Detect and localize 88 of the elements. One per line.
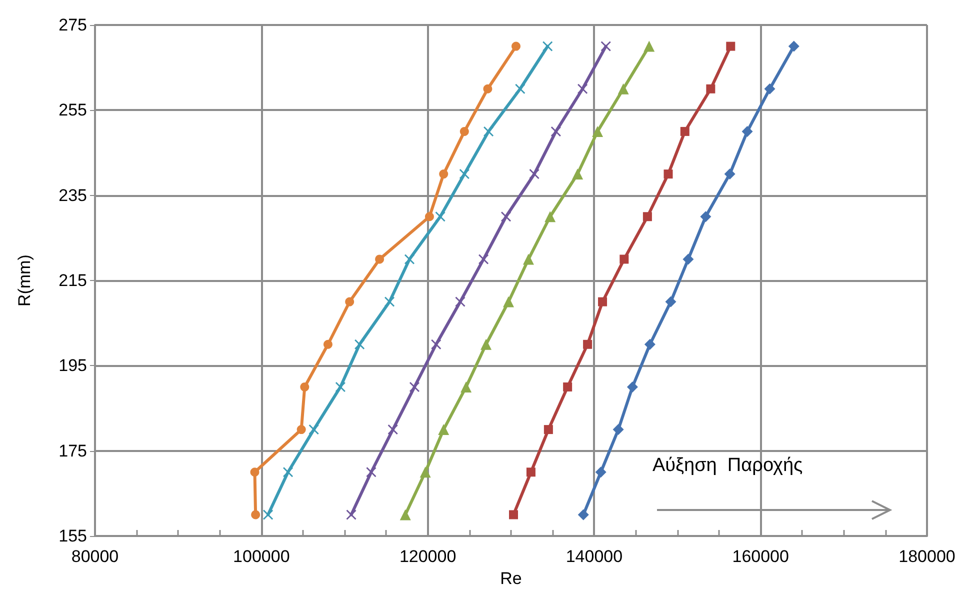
point [250,468,260,477]
y-tick-label: 215 [58,271,87,290]
point [480,338,492,350]
point [400,509,411,520]
y-tick-label: 195 [58,356,87,376]
point [323,340,332,349]
point [578,509,589,520]
point [435,212,446,222]
point [542,41,553,52]
point [438,424,450,436]
x-tick-label: 120000 [399,547,456,566]
point [724,168,736,180]
y-tick-label: 255 [58,100,87,120]
point [335,382,346,392]
point [544,211,556,222]
y-tick-label: 275 [58,16,87,34]
point [618,83,629,94]
point [612,424,624,436]
point [308,424,319,435]
point [484,126,494,136]
point [424,212,434,222]
point [375,254,384,264]
point [598,297,608,306]
point [595,466,606,478]
point [420,466,431,478]
point [283,467,294,478]
y-tick-label: 235 [58,186,87,205]
point [439,170,448,179]
point [460,126,469,136]
point [503,296,514,308]
point [404,254,414,264]
annotation: Αύξηση Παροχής [652,455,803,477]
x-axis-title: Re [500,569,522,588]
y-axis-title: R(mm) [15,254,34,306]
point [600,41,611,52]
point [544,425,553,434]
x-tick-label: 100000 [233,547,290,566]
point [459,169,470,180]
point [664,170,673,179]
x-tick-label: 80000 [71,547,119,566]
x-tick-label: 180000 [898,547,956,566]
point [460,381,472,392]
point [706,84,716,94]
point [742,126,753,137]
point [526,468,536,477]
point [682,254,694,265]
point [251,510,260,520]
point [642,212,652,222]
point [508,510,518,520]
point [409,382,420,392]
point [583,340,592,349]
point [522,254,534,265]
point [578,84,588,94]
point [512,42,520,51]
y-tick-label: 155 [58,526,87,546]
point [478,254,489,264]
point [388,424,398,435]
point [529,169,540,180]
point [665,296,676,308]
point [550,126,561,136]
point [263,510,274,520]
point [501,212,512,222]
point [354,339,365,350]
point [592,126,604,137]
point [764,83,776,94]
point [300,382,310,392]
point [515,84,526,94]
point [384,296,395,307]
y-tick-label: 175 [58,441,87,460]
point [788,40,800,52]
x-tick-label: 160000 [732,547,789,566]
x-tick-label: 140000 [566,547,623,566]
point [563,382,572,392]
point [644,40,655,52]
point [345,297,354,306]
point [483,84,492,94]
point [431,339,442,350]
point [726,42,736,51]
point [366,467,376,478]
point [700,211,712,222]
point [620,254,629,264]
point [455,296,466,307]
point [346,510,356,520]
point [680,126,690,136]
point [296,425,306,434]
point [572,168,584,180]
point [626,381,638,392]
point [644,338,656,350]
